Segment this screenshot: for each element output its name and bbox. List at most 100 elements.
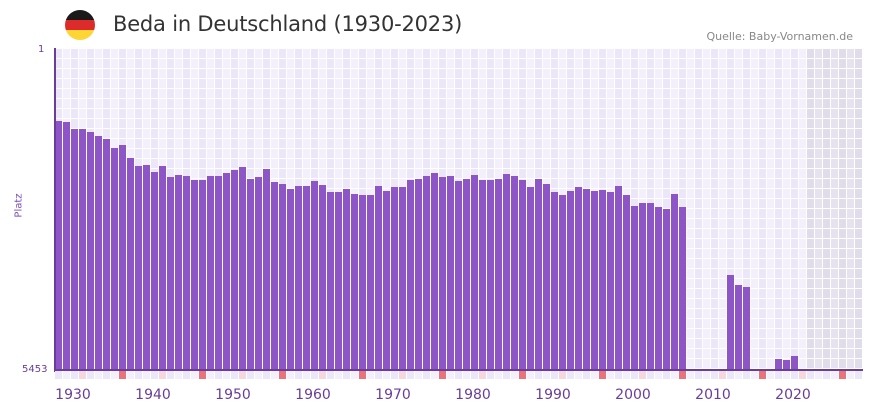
- x-tick-1940: 1940: [135, 387, 171, 403]
- bar-1976[interactable]: [423, 175, 430, 370]
- bar-1939[interactable]: [127, 157, 134, 370]
- bar-1931[interactable]: [63, 122, 70, 370]
- bar-1972[interactable]: [391, 186, 398, 370]
- bar-1997[interactable]: [591, 190, 598, 370]
- bar-1977[interactable]: [431, 172, 438, 370]
- bar-1988[interactable]: [519, 180, 526, 370]
- x-tick-2010: 2010: [695, 387, 731, 403]
- bar-1990[interactable]: [535, 178, 542, 370]
- bar-1964[interactable]: [327, 191, 334, 370]
- bar-2000[interactable]: [615, 185, 622, 370]
- bar-1992[interactable]: [551, 191, 558, 370]
- bar-2004[interactable]: [647, 202, 654, 370]
- bar-2020[interactable]: [775, 359, 782, 370]
- bar-2021[interactable]: [783, 360, 790, 370]
- bar-1956[interactable]: [263, 169, 270, 370]
- bar-1968[interactable]: [359, 195, 366, 370]
- bar-2007[interactable]: [671, 193, 678, 370]
- bar-1936[interactable]: [103, 139, 110, 370]
- y-tick-top: 1: [38, 44, 45, 55]
- bar-1982[interactable]: [471, 174, 478, 370]
- bar-1991[interactable]: [543, 183, 550, 370]
- bar-2016[interactable]: [743, 287, 750, 370]
- bar-1971[interactable]: [383, 190, 390, 370]
- bar-1940[interactable]: [135, 166, 142, 370]
- bar-2006[interactable]: [663, 209, 670, 370]
- flag-stripe-gold: [65, 30, 95, 40]
- x-tick-1960: 1960: [295, 387, 331, 403]
- bar-1947[interactable]: [191, 180, 198, 370]
- germany-flag-icon: [65, 10, 95, 40]
- bar-1963[interactable]: [319, 184, 326, 370]
- bar-1961[interactable]: [303, 185, 310, 370]
- bar-1938[interactable]: [119, 144, 126, 370]
- bar-1989[interactable]: [527, 186, 534, 370]
- bar-1999[interactable]: [607, 191, 614, 370]
- bar-1955[interactable]: [255, 176, 262, 370]
- bar-1974[interactable]: [407, 180, 414, 370]
- flag-stripe-red: [65, 20, 95, 30]
- bar-1948[interactable]: [199, 180, 206, 370]
- bar-1949[interactable]: [207, 175, 214, 370]
- bar-1954[interactable]: [247, 178, 254, 370]
- bar-1933[interactable]: [79, 128, 86, 370]
- bar-1930[interactable]: [55, 120, 62, 370]
- bar-1932[interactable]: [71, 128, 78, 370]
- y-tick-bottom: 5453: [22, 364, 48, 375]
- bar-1985[interactable]: [495, 178, 502, 370]
- bar-1980[interactable]: [455, 181, 462, 370]
- bar-1934[interactable]: [87, 131, 94, 370]
- bar-1945[interactable]: [175, 174, 182, 370]
- x-tick-1980: 1980: [455, 387, 491, 403]
- bar-1942[interactable]: [151, 171, 158, 370]
- bar-1967[interactable]: [351, 193, 358, 370]
- bar-2008[interactable]: [679, 206, 686, 370]
- bar-1995[interactable]: [575, 186, 582, 370]
- bar-1958[interactable]: [279, 183, 286, 370]
- bar-1952[interactable]: [231, 170, 238, 370]
- bar-2015[interactable]: [735, 285, 742, 370]
- bar-1996[interactable]: [583, 188, 590, 370]
- bar-1951[interactable]: [223, 172, 230, 370]
- bar-1993[interactable]: [559, 195, 566, 370]
- bar-2002[interactable]: [631, 205, 638, 370]
- bar-2014[interactable]: [727, 275, 734, 370]
- bar-1984[interactable]: [487, 180, 494, 370]
- bar-1944[interactable]: [167, 176, 174, 370]
- y-axis-line: [54, 48, 56, 372]
- bar-2005[interactable]: [655, 206, 662, 370]
- plot-area: [55, 48, 863, 370]
- bar-1950[interactable]: [215, 175, 222, 370]
- year-marker-strip: [55, 371, 862, 379]
- bar-1959[interactable]: [287, 188, 294, 370]
- bar-2022[interactable]: [791, 356, 798, 370]
- bar-1960[interactable]: [295, 185, 302, 370]
- bar-1966[interactable]: [343, 188, 350, 370]
- bar-1935[interactable]: [95, 136, 102, 370]
- bar-1970[interactable]: [375, 185, 382, 370]
- bar-1978[interactable]: [439, 176, 446, 370]
- bar-2001[interactable]: [623, 195, 630, 370]
- bar-1965[interactable]: [335, 191, 342, 370]
- bar-1946[interactable]: [183, 175, 190, 370]
- bar-1957[interactable]: [271, 182, 278, 370]
- bar-1987[interactable]: [511, 175, 518, 370]
- bar-1943[interactable]: [159, 166, 166, 370]
- x-tick-1970: 1970: [375, 387, 411, 403]
- chart-title: Beda in Deutschland (1930-2023): [113, 12, 463, 36]
- bar-1953[interactable]: [239, 167, 246, 370]
- bar-1937[interactable]: [111, 147, 118, 370]
- bar-1986[interactable]: [503, 173, 510, 370]
- bar-1994[interactable]: [567, 190, 574, 370]
- bar-1969[interactable]: [367, 195, 374, 370]
- bar-1962[interactable]: [311, 181, 318, 370]
- bar-1975[interactable]: [415, 178, 422, 370]
- bar-1981[interactable]: [463, 178, 470, 370]
- x-tick-1990: 1990: [535, 387, 571, 403]
- bar-1983[interactable]: [479, 180, 486, 370]
- bar-2003[interactable]: [639, 202, 646, 370]
- bar-1979[interactable]: [447, 175, 454, 370]
- bar-1973[interactable]: [399, 186, 406, 370]
- bar-1998[interactable]: [599, 189, 606, 370]
- bar-1941[interactable]: [143, 164, 150, 370]
